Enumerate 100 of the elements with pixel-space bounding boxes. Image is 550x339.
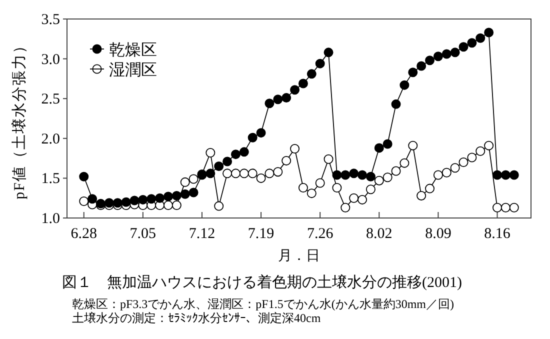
text: 土壌水分の測定：ｾﾗﾐｯｸ水分ｾﾝｻｰ、測定深40cm: [72, 311, 322, 325]
point: [467, 152, 477, 162]
point: [315, 178, 325, 188]
point: [180, 177, 190, 187]
point: [442, 168, 452, 178]
point: [509, 202, 519, 212]
point: [264, 98, 274, 108]
point: [442, 49, 452, 59]
y-tick-label: 1.5: [41, 171, 60, 188]
point: [130, 196, 140, 206]
x-tick-label: 7.05: [130, 226, 156, 242]
point: [332, 183, 342, 192]
point: [324, 154, 334, 164]
point: [382, 139, 392, 149]
point: [188, 188, 198, 198]
x-axis-title: 月．日: [278, 249, 320, 264]
point: [450, 163, 460, 173]
point: [264, 168, 274, 178]
y-tick-label: 1.0: [41, 211, 60, 227]
point: [484, 28, 494, 38]
point: [408, 68, 418, 78]
point: [79, 196, 89, 206]
x-tick-label: 7.19: [248, 226, 274, 242]
point: [146, 194, 156, 204]
text: 乾燥区：pF3.3でかん水、湿潤区：pF1.5でかん水(かん水量約30mm／回): [72, 297, 454, 311]
point: [298, 78, 308, 88]
point: [180, 189, 190, 199]
y-tick-label: 2.5: [41, 92, 60, 108]
point: [500, 202, 510, 212]
point: [324, 48, 334, 58]
point: [239, 147, 249, 157]
point: [282, 93, 292, 103]
point: [206, 148, 216, 158]
point: [248, 168, 258, 178]
point: [155, 193, 165, 203]
x-tick-label: 7.26: [306, 226, 334, 242]
point: [230, 168, 240, 178]
point: [340, 170, 350, 180]
point: [433, 170, 443, 180]
point: [188, 174, 198, 184]
point: [509, 170, 519, 180]
point: [256, 173, 266, 183]
point: [298, 183, 308, 192]
point: [306, 188, 316, 198]
point: [476, 33, 486, 43]
y-axis-title: pF値（土壌水分張力）: [11, 38, 28, 200]
point: [273, 94, 283, 104]
legend-label: 湿潤区: [109, 62, 157, 79]
point: [121, 197, 131, 207]
point: [484, 140, 494, 150]
point: [172, 190, 182, 200]
point: [492, 202, 502, 212]
x-tick-label: 7.12: [188, 226, 216, 242]
point: [222, 156, 232, 166]
point: [391, 166, 401, 176]
point: [433, 52, 443, 62]
point: [214, 162, 224, 172]
point: [273, 167, 283, 177]
point: [500, 170, 510, 180]
point: [425, 56, 435, 66]
point: [112, 198, 122, 208]
point: [290, 85, 300, 95]
point: [476, 146, 486, 156]
point: [450, 48, 460, 58]
point: [248, 132, 258, 142]
point: [79, 172, 89, 182]
point: [256, 128, 266, 138]
point: [163, 200, 173, 210]
point: [458, 158, 468, 168]
legend-label: 乾燥区: [109, 42, 157, 59]
y-tick-label: 3.5: [41, 12, 60, 28]
point: [290, 144, 300, 154]
point: [239, 168, 249, 178]
point: [222, 168, 232, 178]
x-tick-label: 6.28: [70, 226, 97, 242]
point: [172, 200, 182, 210]
text: 図１ 無加温ハウスにおける着色期の土壌水分の推移(2001): [62, 274, 462, 291]
point: [374, 143, 384, 153]
y-tick-label: 3.0: [41, 52, 60, 68]
point: [104, 198, 114, 208]
point: [467, 38, 477, 48]
point: [458, 42, 468, 52]
point: [358, 170, 368, 180]
point: [206, 168, 216, 178]
point: [358, 194, 368, 204]
x-tick-label: 8.16: [484, 226, 511, 242]
point: [382, 172, 392, 182]
point: [408, 140, 418, 150]
point: [306, 69, 316, 79]
x-tick-label: 8.09: [425, 226, 452, 242]
point: [332, 170, 342, 180]
point: [230, 150, 240, 160]
point: [315, 58, 325, 68]
point: [88, 194, 98, 204]
point: [374, 176, 384, 186]
point: [492, 170, 502, 180]
point: [163, 192, 173, 202]
x-tick-label: 8.02: [366, 226, 392, 242]
point: [416, 61, 426, 71]
point: [366, 172, 376, 182]
